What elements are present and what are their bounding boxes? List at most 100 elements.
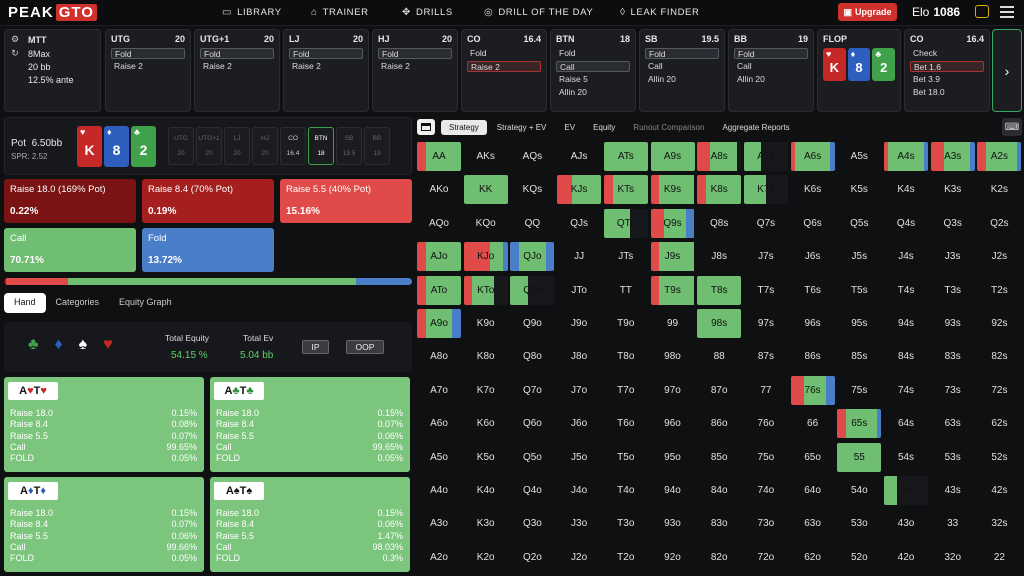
hand-cell-83s[interactable]: 83s (931, 342, 975, 371)
game-info-card[interactable]: ⚙ MTT ↻ 8Max 20 bb 12.5% ante (4, 29, 101, 112)
hand-cell-73o[interactable]: 73o (744, 509, 788, 538)
action-option[interactable]: Raise 2 (203, 61, 232, 71)
hand-cell-ajs[interactable]: AJs (557, 142, 601, 171)
hand-cell-q5s[interactable]: Q5s (837, 209, 881, 238)
hand-cell-a8s[interactable]: A8s (697, 142, 742, 171)
hand-cell-q6s[interactable]: Q6s (791, 209, 835, 238)
hand-cell-62o[interactable]: 62o (791, 543, 835, 572)
strategy-raise-button[interactable]: Raise 8.4 (70% Pot) 0.19% (142, 179, 274, 223)
hand-cell-72s[interactable]: 72s (977, 376, 1021, 405)
hand-cell-44[interactable]: 44 (884, 476, 928, 505)
hand-cell-kqo[interactable]: KQo (464, 209, 508, 238)
hand-cell-43o[interactable]: 43o (884, 509, 928, 538)
hand-cell-94s[interactable]: 94s (884, 309, 928, 338)
view-aggregate-reports[interactable]: Aggregate Reports (722, 122, 790, 132)
hand-cell-j2o[interactable]: J2o (557, 543, 601, 572)
hand-cell-97o[interactable]: 97o (651, 376, 695, 405)
hand-cell-42o[interactable]: 42o (884, 543, 928, 572)
tab-hand[interactable]: Hand (4, 293, 46, 313)
action-card-flop[interactable]: FLOP ♥ K ♦ 8 ♣ 2 (817, 29, 901, 112)
hand-cell-98s[interactable]: 98s (697, 309, 742, 338)
action-option[interactable]: Fold (111, 48, 185, 59)
hand-cell-94o[interactable]: 94o (651, 476, 695, 505)
hand-cell-52s[interactable]: 52s (977, 443, 1021, 472)
hand-cell-q6o[interactable]: Q6o (510, 409, 554, 438)
hand-cell-aqs[interactable]: AQs (510, 142, 554, 171)
hand-cell-j3s[interactable]: J3s (931, 242, 975, 271)
hand-cell-ako[interactable]: AKo (417, 175, 461, 204)
hand-cell-88[interactable]: 88 (697, 342, 741, 371)
hand-cell-q2s[interactable]: Q2s (977, 209, 1021, 238)
diamonds-icon[interactable]: ♦ (54, 336, 63, 353)
hand-cell-k8s[interactable]: K8s (697, 175, 742, 205)
hand-cell-q3s[interactable]: Q3s (931, 209, 975, 238)
action-card-utg[interactable]: UTG 20 Fold Raise 2 (105, 29, 191, 112)
hand-cell-92s[interactable]: 92s (977, 309, 1021, 338)
strategy-call-button[interactable]: Call 70.71% (4, 228, 136, 272)
hand-cell-98o[interactable]: 98o (651, 342, 695, 371)
hand-cell-ato[interactable]: ATo (417, 275, 461, 305)
combo-card[interactable]: A ♦ T ♦ Raise 18.0 0.15% Raise 8.4 0.07% Raise 5… (4, 477, 204, 572)
hand-cell-k3o[interactable]: K3o (464, 509, 508, 538)
gear-icon[interactable]: ⚙ (10, 34, 20, 44)
view-ev[interactable]: EV (564, 122, 576, 132)
hand-cell-tt[interactable]: TT (604, 276, 648, 305)
hand-cell-82o[interactable]: 82o (697, 543, 741, 572)
hand-cell-j3o[interactable]: J3o (557, 509, 601, 538)
action-option[interactable]: Fold (559, 48, 576, 58)
action-option[interactable]: Fold (378, 48, 452, 59)
hearts-icon[interactable]: ♥ (103, 336, 113, 353)
hand-cell-33[interactable]: 33 (931, 509, 975, 538)
hand-cell-86o[interactable]: 86o (697, 409, 741, 438)
seat-utg-plus-1[interactable]: UTG+1 20 (196, 127, 222, 165)
action-option[interactable]: Call (737, 61, 752, 71)
seat-utg[interactable]: UTG 20 (168, 127, 194, 165)
action-option[interactable]: Bet 3.9 (913, 74, 940, 84)
action-card-btn[interactable]: BTN 18 Fold Call Raise 5 Allin 20 (550, 29, 636, 112)
hand-cell-73s[interactable]: 73s (931, 376, 975, 405)
action-option[interactable]: Fold (470, 48, 487, 58)
ip-button[interactable]: IP (302, 340, 329, 354)
hand-cell-k7o[interactable]: K7o (464, 376, 508, 405)
hand-cell-32o[interactable]: 32o (931, 543, 975, 572)
brand-logo[interactable]: PEAK GTO (8, 4, 97, 21)
seat-btn[interactable]: BTN 18 (308, 127, 334, 165)
hand-cell-t7s[interactable]: T7s (744, 276, 788, 305)
hand-cell-63s[interactable]: 63s (931, 409, 975, 438)
hand-cell-87s[interactable]: 87s (744, 342, 788, 371)
hand-cell-t2s[interactable]: T2s (977, 276, 1021, 305)
hand-cell-a7s[interactable]: A7s (743, 142, 788, 171)
hand-cell-t6o[interactable]: T6o (604, 409, 648, 438)
hand-cell-t3o[interactable]: T3o (604, 509, 648, 538)
hand-cell-jts[interactable]: JTs (604, 242, 648, 271)
hand-cell-54s[interactable]: 54s (884, 443, 928, 472)
hand-cell-k5s[interactable]: K5s (837, 175, 881, 204)
chat-icon[interactable] (975, 5, 989, 18)
hand-cell-q7o[interactable]: Q7o (510, 376, 554, 405)
hand-cell-qjo[interactable]: QJo (510, 242, 555, 272)
strategy-fold-button[interactable]: Fold 13.72% (142, 228, 274, 272)
action-card-utg-plus-1[interactable]: UTG+1 20 Fold Raise 2 (194, 29, 280, 112)
hand-cell-53s[interactable]: 53s (931, 443, 975, 472)
hand-cell-q9s[interactable]: Q9s (650, 208, 695, 238)
hand-cell-64s[interactable]: 64s (884, 409, 928, 438)
strategy-raise-button[interactable]: Raise 5.5 (40% Pot) 15.16% (280, 179, 412, 223)
action-option[interactable]: Raise 2 (114, 61, 143, 71)
hand-cell-a5s[interactable]: A5s (837, 142, 881, 171)
action-option[interactable]: Raise 2 (292, 61, 321, 71)
hand-cell-k9o[interactable]: K9o (464, 309, 508, 338)
tab-equity-graph[interactable]: Equity Graph (119, 297, 172, 307)
hand-cell-72o[interactable]: 72o (744, 543, 788, 572)
action-option[interactable]: Allin 20 (737, 74, 765, 84)
hand-cell-j4o[interactable]: J4o (557, 476, 601, 505)
hand-cell-a2s[interactable]: A2s (977, 142, 1022, 171)
hand-cell-kjo[interactable]: KJo (463, 242, 508, 272)
hand-cell-ats[interactable]: ATs (603, 142, 648, 171)
hand-cell-j5s[interactable]: J5s (837, 242, 881, 271)
spades-icon[interactable]: ♠ (78, 336, 88, 353)
action-card-co[interactable]: CO 16.4 Fold Raise 2 (461, 29, 547, 112)
action-option[interactable]: Raise 2 (381, 61, 410, 71)
hand-cell-97s[interactable]: 97s (744, 309, 788, 338)
view-strategy[interactable]: Strategy (441, 119, 487, 135)
hand-cell-k3s[interactable]: K3s (931, 175, 975, 204)
